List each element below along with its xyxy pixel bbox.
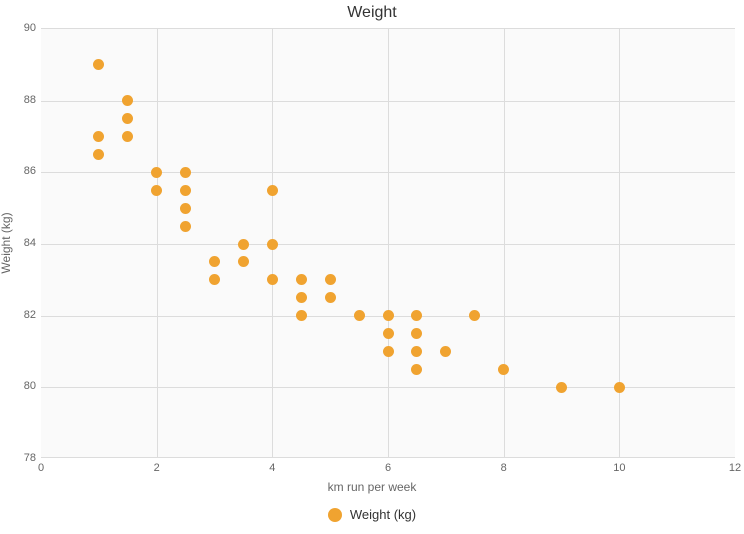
y-tick-label: 90: [0, 22, 36, 34]
data-point: [296, 274, 307, 285]
data-point: [614, 382, 625, 393]
data-point: [296, 310, 307, 321]
y-tick-label: 80: [0, 380, 36, 392]
data-point: [180, 185, 191, 196]
x-tick-label: 8: [501, 462, 507, 474]
data-point: [180, 221, 191, 232]
data-point: [151, 167, 162, 178]
data-point: [354, 310, 365, 321]
data-point: [267, 239, 278, 250]
data-point: [383, 310, 394, 321]
legend: Weight (kg): [0, 506, 744, 522]
data-point: [93, 59, 104, 70]
data-point: [469, 310, 480, 321]
data-point: [151, 185, 162, 196]
legend-marker-icon: [328, 508, 342, 522]
data-point: [325, 274, 336, 285]
data-point: [238, 239, 249, 250]
data-point: [383, 346, 394, 357]
gridline-h: [41, 244, 735, 245]
y-tick-label: 82: [0, 309, 36, 321]
y-tick-label: 88: [0, 94, 36, 106]
data-point: [122, 113, 133, 124]
x-axis-label: km run per week: [0, 480, 744, 494]
data-point: [267, 185, 278, 196]
data-point: [209, 256, 220, 267]
data-point: [180, 203, 191, 214]
data-point: [238, 256, 249, 267]
chart-title: Weight: [0, 4, 744, 22]
data-point: [411, 328, 422, 339]
y-tick-label: 78: [0, 452, 36, 464]
data-point: [296, 292, 307, 303]
plot-area: [41, 28, 735, 458]
data-point: [122, 95, 133, 106]
data-point: [383, 328, 394, 339]
x-tick-label: 10: [613, 462, 625, 474]
data-point: [93, 131, 104, 142]
weight-scatter-chart: Weight km run per week Weight (kg) Weigh…: [0, 0, 744, 534]
x-tick-label: 2: [154, 462, 160, 474]
data-point: [180, 167, 191, 178]
gridline-h: [41, 387, 735, 388]
gridline-h: [41, 101, 735, 102]
legend-label: Weight (kg): [350, 507, 416, 522]
gridline-h: [41, 172, 735, 173]
data-point: [411, 346, 422, 357]
y-tick-label: 86: [0, 165, 36, 177]
gridline-v: [157, 29, 158, 457]
x-tick-label: 4: [269, 462, 275, 474]
y-tick-label: 84: [0, 237, 36, 249]
gridline-v: [388, 29, 389, 457]
data-point: [440, 346, 451, 357]
gridline-v: [504, 29, 505, 457]
data-point: [498, 364, 509, 375]
data-point: [411, 310, 422, 321]
data-point: [122, 131, 133, 142]
data-point: [411, 364, 422, 375]
x-tick-label: 12: [729, 462, 741, 474]
data-point: [556, 382, 567, 393]
data-point: [93, 149, 104, 160]
x-tick-label: 0: [38, 462, 44, 474]
data-point: [325, 292, 336, 303]
data-point: [209, 274, 220, 285]
data-point: [267, 274, 278, 285]
x-tick-label: 6: [385, 462, 391, 474]
